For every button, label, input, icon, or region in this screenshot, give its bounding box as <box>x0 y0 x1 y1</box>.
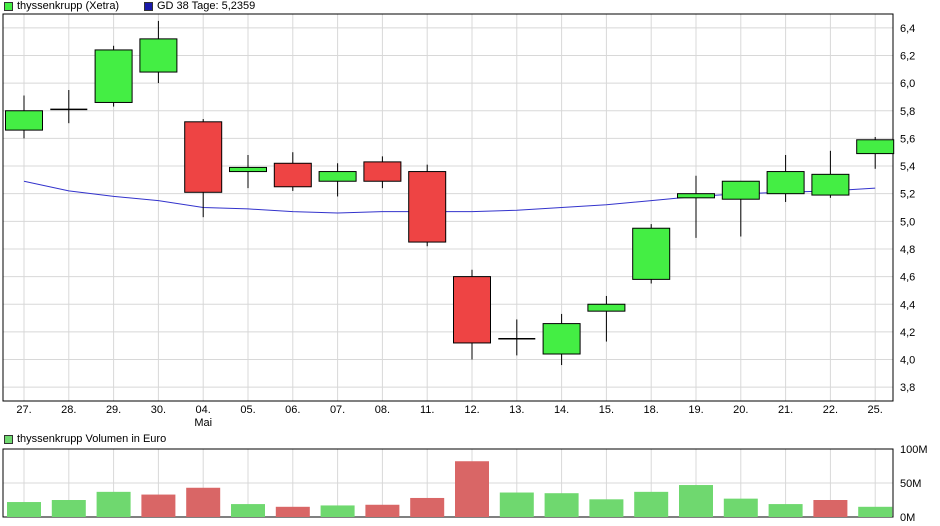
candle-up <box>811 173 850 196</box>
candle-up <box>856 139 895 155</box>
x-tick-sublabel: Mai <box>194 417 212 429</box>
volume-bar-up <box>723 498 758 517</box>
price-plot-frame <box>2 13 894 402</box>
price-y-tick-label: 4,2 <box>900 327 915 339</box>
candle-up <box>229 166 267 173</box>
x-tick-label: 30. <box>151 404 166 416</box>
x-tick-label: 05. <box>240 404 255 416</box>
x-tick-label: 18. <box>644 404 659 416</box>
volume-bar-down <box>410 497 445 517</box>
candle-down <box>273 162 312 188</box>
volume-bar-down <box>275 506 310 517</box>
x-tick-label: 13. <box>509 404 524 416</box>
x-tick-label: 15. <box>599 404 614 416</box>
x-tick-label: 07. <box>330 404 345 416</box>
candle-up <box>318 171 357 182</box>
x-tick-label: 19. <box>688 404 703 416</box>
candle-up <box>5 110 43 131</box>
volume-bar-up <box>634 491 669 517</box>
volume-bar-up <box>589 499 624 517</box>
candle-down <box>408 171 447 243</box>
price-legend-label: thyssenkrupp (Xetra) <box>17 0 120 12</box>
volume-bar-up <box>544 493 579 517</box>
candle-up <box>94 49 133 103</box>
volume-bar-down <box>186 487 221 517</box>
x-tick-label: 28. <box>61 404 76 416</box>
price-y-tick-label: 4,0 <box>900 355 915 367</box>
candle-down <box>363 161 402 182</box>
volume-bar-up <box>320 505 355 517</box>
volume-bar-up <box>768 504 803 517</box>
volume-bar-up <box>858 506 893 517</box>
x-tick-label: 14. <box>554 404 569 416</box>
x-tick-label: 20. <box>733 404 748 416</box>
price-y-tick-label: 6,0 <box>900 78 915 90</box>
candle-down <box>453 276 491 344</box>
volume-bar-down <box>813 500 848 517</box>
price-y-tick-label: 4,4 <box>900 299 915 311</box>
volume-plot-frame <box>2 448 894 518</box>
price-y-tick-label: 4,8 <box>900 244 915 256</box>
ma-legend: GD 38 Tage: 5,2359 <box>144 0 255 12</box>
x-tick-label: 25. <box>868 404 883 416</box>
candle-up <box>139 38 178 73</box>
x-tick-label: 11. <box>420 404 434 416</box>
candle-up <box>542 323 581 355</box>
price-y-tick-label: 5,6 <box>900 133 915 145</box>
x-tick-label: 21. <box>778 404 793 416</box>
x-tick-label: 22. <box>823 404 838 416</box>
candle-down <box>184 121 223 193</box>
volume-bar-up <box>51 500 86 517</box>
candle-up <box>721 180 760 200</box>
price-legend-swatch <box>4 1 13 11</box>
volume-bar-up <box>499 492 534 517</box>
price-y-tick-label: 5,0 <box>900 216 915 228</box>
ma-legend-label: GD 38 Tage: 5,2359 <box>157 0 256 12</box>
x-tick-label: 27. <box>16 404 31 416</box>
volume-legend-swatch <box>4 434 13 444</box>
candle-up <box>632 227 671 280</box>
price-legend: thyssenkrupp (Xetra) <box>4 0 119 12</box>
candle-up <box>587 303 626 312</box>
price-y-tick-label: 6,4 <box>900 23 915 35</box>
x-tick-label: 06. <box>285 404 300 416</box>
volume-bar-up <box>96 491 131 517</box>
price-y-tick-label: 3,8 <box>900 382 915 394</box>
price-y-tick-label: 5,4 <box>900 161 915 173</box>
price-y-tick-label: 6,2 <box>900 50 915 62</box>
x-tick-label: 08. <box>375 404 390 416</box>
volume-bar-up <box>679 485 713 517</box>
candle-up <box>677 193 715 199</box>
volume-legend-label: thyssenkrupp Volumen in Euro <box>17 433 167 445</box>
volume-y-tick-label: 0M <box>900 512 915 524</box>
volume-bar-up <box>7 502 41 517</box>
volume-bar-up <box>231 504 265 517</box>
volume-bar-down <box>365 504 400 517</box>
x-tick-label: 29. <box>106 404 121 416</box>
volume-legend: thyssenkrupp Volumen in Euro <box>4 433 166 445</box>
x-tick-label: 04. <box>196 404 211 416</box>
ma-legend-swatch <box>144 1 153 11</box>
x-tick-label: 12. <box>464 404 479 416</box>
candle-up <box>766 171 805 195</box>
volume-bar-down <box>141 494 176 517</box>
price-y-tick-label: 5,2 <box>900 189 915 201</box>
volume-y-tick-label: 50M <box>900 478 921 490</box>
price-y-tick-label: 5,8 <box>900 106 915 118</box>
price-y-tick-label: 4,6 <box>900 272 915 284</box>
volume-bar-down <box>455 461 489 517</box>
volume-y-tick-label: 100M <box>900 444 928 456</box>
